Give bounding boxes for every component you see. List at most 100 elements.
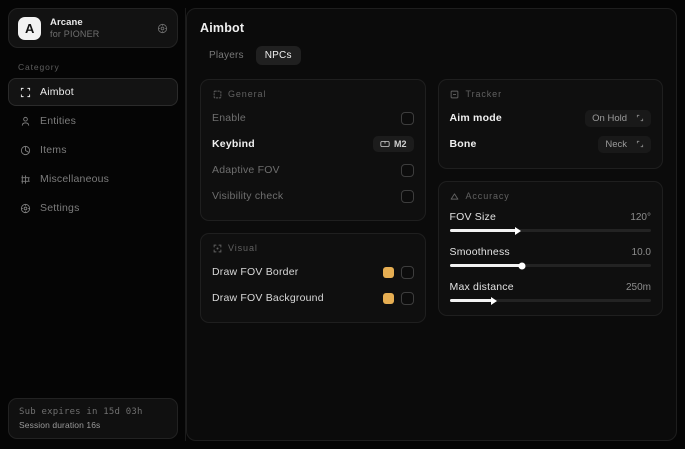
slider-header: Max distance 250m	[450, 281, 652, 293]
slider-handle[interactable]	[490, 296, 497, 305]
draw-fov-background-checkbox[interactable]	[400, 291, 414, 305]
crosshair-icon	[19, 86, 31, 98]
person-icon	[19, 115, 31, 127]
tab-bar: Players NPCs	[200, 46, 663, 65]
app-logo: A	[18, 16, 41, 40]
brand-subtitle: for PIONER	[50, 29, 100, 39]
sidebar-divider	[185, 8, 186, 441]
row-keybind: Keybind M2	[212, 131, 414, 157]
brand-name: Arcane	[50, 17, 83, 28]
panel-tracker-title: Tracker	[465, 89, 502, 99]
slider-handle[interactable]	[518, 262, 526, 269]
row-bone: Bone Neck	[450, 131, 651, 157]
sidebar-item-label: Items	[40, 144, 67, 156]
row-visibility-check: Visibility check	[212, 183, 414, 209]
panel-general-title: General	[228, 89, 267, 99]
panel-tracker: Tracker Aim mode On Hold	[437, 79, 663, 169]
gear-icon	[19, 202, 31, 214]
subscription-expiry: Sub expires in 15d 03h	[19, 407, 143, 417]
smoothness-slider-track[interactable]	[449, 262, 651, 269]
slider-header: FOV Size 120°	[450, 211, 652, 223]
slider-fill	[449, 264, 523, 267]
sidebar-item-items[interactable]: Items	[8, 136, 178, 164]
main-content: Aimbot Players NPCs General	[186, 8, 677, 441]
panel-visual-title: Visual	[228, 243, 258, 253]
slider-handle[interactable]	[514, 226, 521, 235]
tab-npcs[interactable]: NPCs	[255, 46, 301, 65]
row-label: Enable	[212, 112, 246, 124]
left-column: General Enable Keybind	[200, 79, 426, 323]
right-column: Tracker Aim mode On Hold	[437, 79, 663, 316]
sidebar-item-settings[interactable]: Settings	[8, 194, 178, 222]
slider-fov-size: FOV Size 120°	[449, 207, 652, 235]
row-label: Visibility check	[212, 190, 284, 202]
panel-icon	[450, 89, 460, 99]
panel-accuracy-title: Accuracy	[465, 191, 510, 201]
panel-tracker-header: Tracker	[450, 89, 652, 99]
brand-card[interactable]: A Arcane for PIONER	[8, 8, 178, 48]
panel-general: General Enable Keybind	[200, 79, 426, 221]
draw-fov-border-checkbox[interactable]	[400, 265, 414, 279]
panel-accuracy-header: Accuracy	[450, 191, 652, 201]
session-duration: Session duration 16s	[19, 420, 101, 430]
sidebar-item-label: Aimbot	[40, 86, 74, 98]
sidebar-item-aimbot[interactable]: Aimbot	[8, 78, 178, 106]
row-label: Draw FOV Border	[212, 266, 299, 278]
triangle-icon	[450, 191, 460, 201]
slider-value: 10.0	[631, 247, 651, 258]
adaptive-fov-checkbox[interactable]	[400, 163, 414, 177]
sidebar-item-label: Miscellaneous	[40, 173, 110, 185]
row-label: Draw FOV Background	[212, 292, 324, 304]
slider-max-distance: Max distance 250m	[449, 277, 652, 305]
controls	[382, 265, 414, 279]
sidebar-item-label: Settings	[40, 202, 80, 214]
expand-icon	[636, 140, 644, 148]
keybind-button[interactable]: M2	[372, 136, 414, 152]
row-adaptive-fov: Adaptive FOV	[212, 157, 414, 183]
controls	[382, 291, 414, 305]
slider-value: 250m	[625, 282, 651, 293]
enable-checkbox[interactable]	[400, 111, 414, 125]
slider-fill	[449, 299, 492, 302]
row-label: Aim mode	[449, 112, 502, 124]
bone-select[interactable]: Neck	[598, 135, 651, 153]
row-draw-fov-border: Draw FOV Border	[212, 259, 414, 285]
fov-size-slider-track[interactable]	[449, 226, 651, 235]
keybind-value: M2	[393, 139, 407, 149]
sidebar-item-miscellaneous[interactable]: Miscellaneous	[8, 165, 178, 193]
sidebar-nav: Aimbot Entities Items	[8, 78, 178, 222]
row-draw-fov-background: Draw FOV Background	[212, 285, 414, 311]
tab-players[interactable]: Players	[209, 50, 244, 61]
brand-text: Arcane for PIONER	[50, 17, 148, 39]
sidebar: A Arcane for PIONER Category Aimbot	[8, 8, 186, 441]
expand-icon	[636, 114, 644, 122]
row-aim-mode: Aim mode On Hold	[449, 105, 651, 131]
gear-icon[interactable]	[157, 23, 168, 34]
aim-mode-value: On Hold	[592, 112, 627, 124]
sidebar-item-entities[interactable]: Entities	[8, 107, 178, 135]
sidebar-spacer	[8, 222, 178, 398]
dashed-square-icon	[212, 89, 222, 99]
page-title: Aimbot	[200, 21, 245, 35]
panel-visual: Visual Draw FOV Border Draw FOV Backgrou…	[200, 233, 426, 323]
row-label: Keybind	[212, 138, 255, 150]
panel-visual-header: Visual	[212, 243, 414, 253]
frame-icon	[212, 243, 222, 253]
visibility-check-checkbox[interactable]	[400, 189, 414, 203]
slider-label: Smoothness	[449, 246, 510, 258]
sidebar-category-label: Category	[18, 62, 60, 72]
box-icon	[19, 144, 31, 156]
row-label: Adaptive FOV	[212, 164, 280, 176]
bone-value: Neck	[605, 138, 627, 150]
sidebar-item-label: Entities	[40, 115, 77, 127]
fov-border-color-swatch[interactable]	[382, 266, 394, 278]
slider-value: 120°	[630, 212, 651, 223]
slider-smoothness: Smoothness 10.0	[449, 242, 652, 269]
max-distance-slider-track[interactable]	[449, 296, 651, 305]
panel-columns: General Enable Keybind	[200, 79, 663, 323]
aim-mode-select[interactable]: On Hold	[585, 109, 651, 127]
slider-header: Smoothness 10.0	[450, 246, 652, 258]
fov-background-color-swatch[interactable]	[382, 292, 394, 304]
grid-icon	[19, 173, 31, 185]
